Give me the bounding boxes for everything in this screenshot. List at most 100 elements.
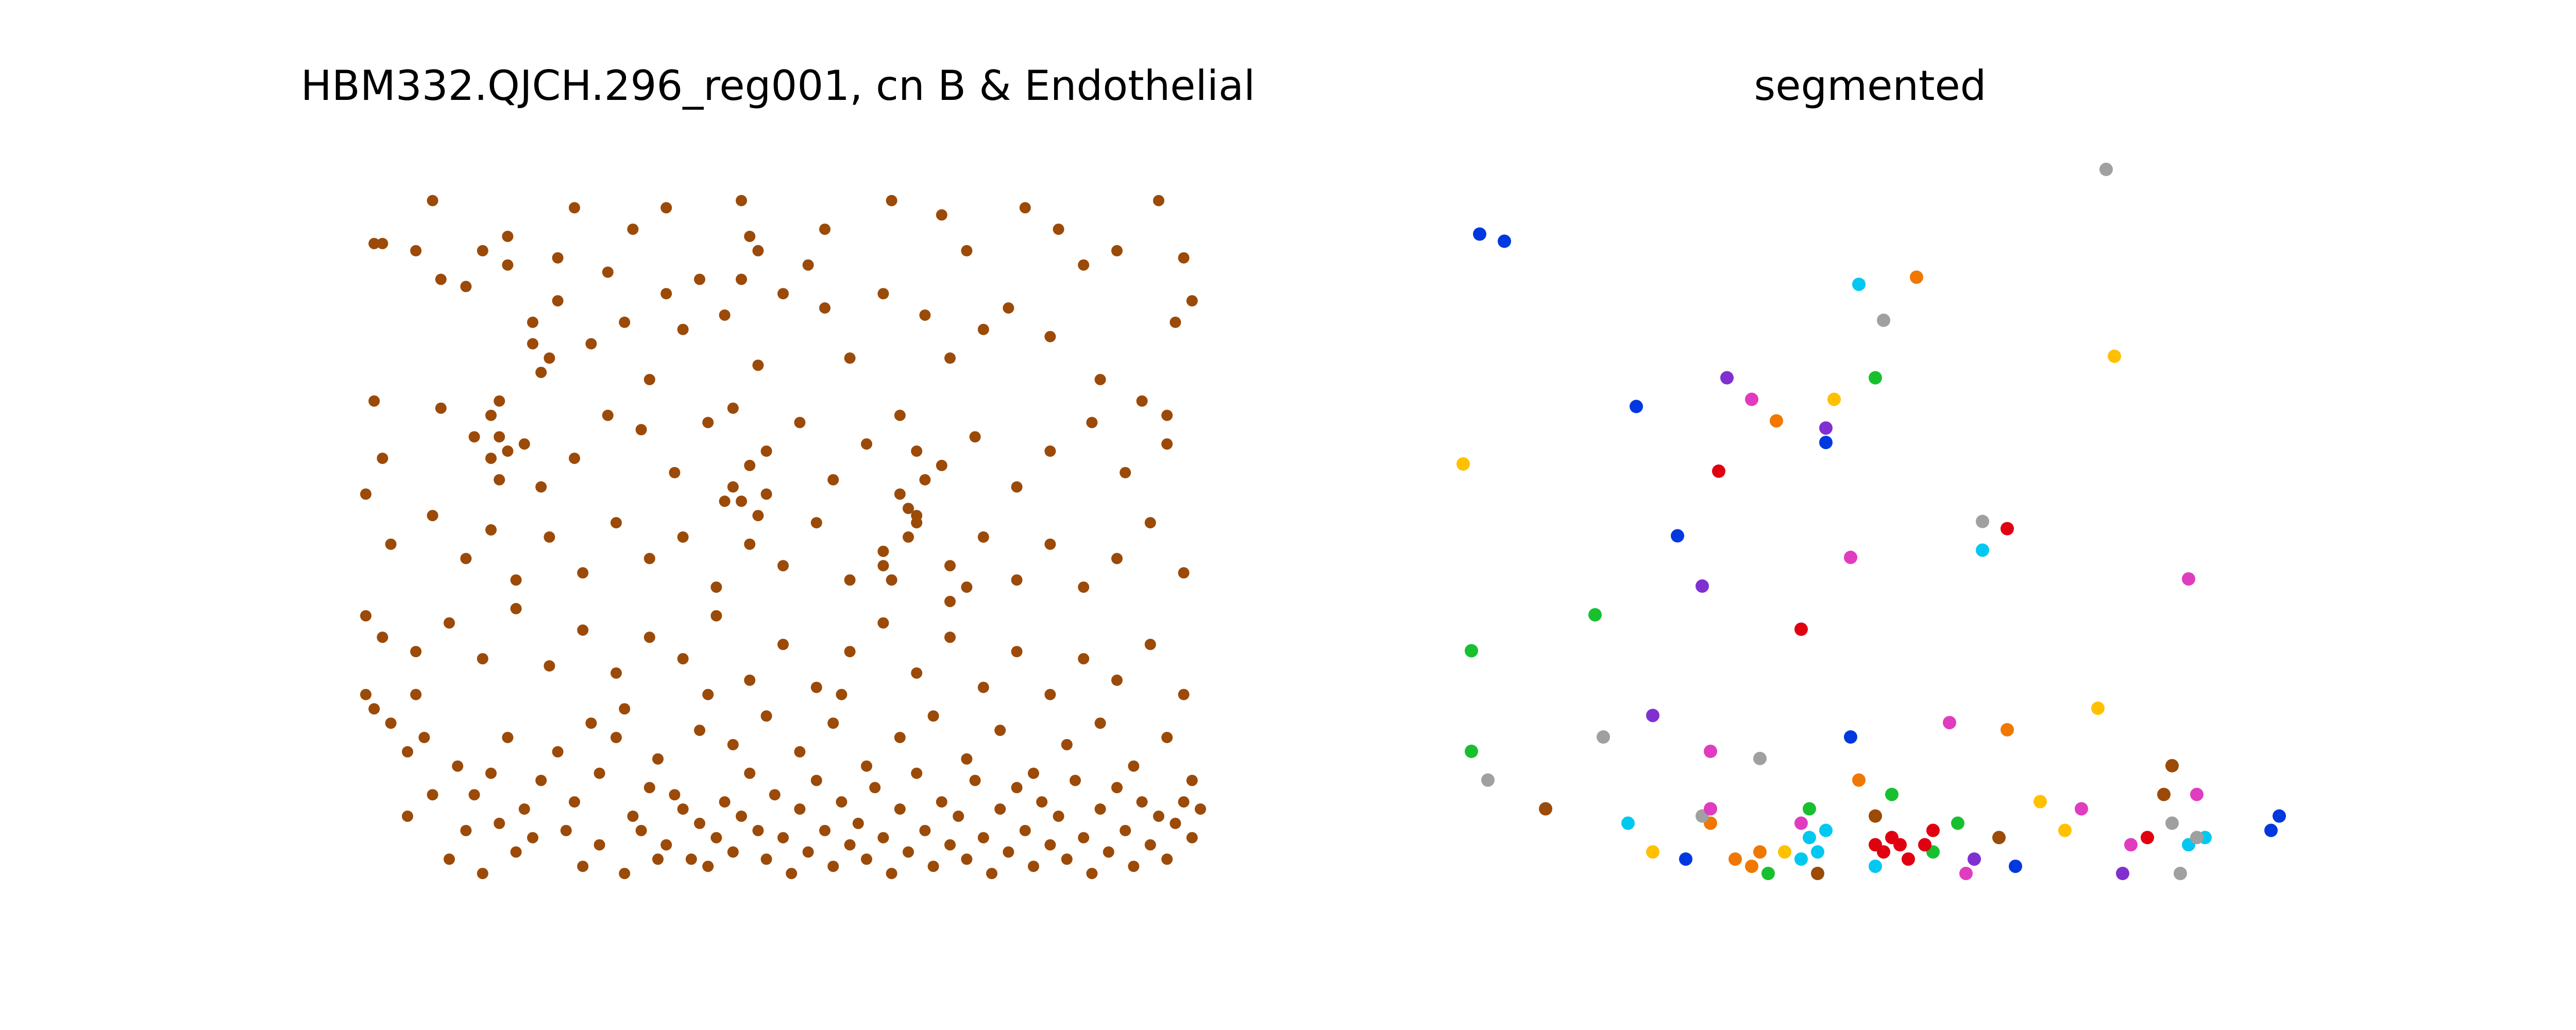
- scatter-point: [2182, 572, 2195, 586]
- scatter-point: [769, 789, 781, 801]
- scatter-point: [1671, 529, 1684, 543]
- scatter-point: [1011, 481, 1023, 493]
- scatter-point: [1720, 371, 1734, 385]
- scatter-point: [760, 445, 772, 457]
- scatter-point: [1877, 845, 1890, 859]
- scatter-point: [903, 846, 914, 858]
- scatter-point: [719, 796, 731, 808]
- scatter-point: [877, 832, 889, 844]
- scatter-point: [643, 631, 655, 643]
- scatter-point: [894, 803, 906, 815]
- scatter-point: [911, 445, 923, 457]
- scatter-point: [1003, 846, 1014, 858]
- scatter-point: [744, 538, 756, 550]
- scatter-point: [961, 581, 973, 593]
- scatter-point: [502, 445, 514, 457]
- scatter-point: [1178, 796, 1190, 808]
- scatter-point: [1044, 331, 1056, 342]
- scatter-point: [1844, 551, 1857, 564]
- scatter-point: [1170, 316, 1181, 328]
- scatter-point: [710, 832, 722, 844]
- scatter-point: [1869, 860, 1882, 873]
- scatter-point: [919, 309, 931, 321]
- scatter-point: [385, 717, 397, 729]
- scatter-point: [1120, 467, 1131, 478]
- scatter-point: [2124, 838, 2138, 852]
- scatter-point: [485, 452, 497, 464]
- scatter-point: [1761, 867, 1775, 880]
- scatter-point: [468, 431, 480, 443]
- scatter-point: [794, 746, 806, 758]
- scatter-point: [1869, 809, 1882, 823]
- scatter-point: [485, 524, 497, 536]
- scatter-point: [2001, 723, 2014, 736]
- scatter-point: [702, 689, 714, 700]
- scatter-point: [1186, 775, 1198, 786]
- scatter-point: [585, 338, 597, 350]
- scatter-point: [886, 195, 897, 207]
- scatter-point: [1926, 823, 1940, 837]
- chart-title-left: HBM332.QJCH.296_reg001, cn B & Endotheli…: [300, 62, 1256, 110]
- scatter-point: [1745, 860, 1758, 873]
- scatter-point: [635, 825, 647, 836]
- scatter-point: [1144, 517, 1156, 528]
- scatter-point: [477, 245, 488, 256]
- scatter-point: [1136, 395, 1148, 407]
- scatter-point: [1153, 810, 1164, 822]
- scatter-point: [777, 560, 789, 572]
- scatter-point: [1061, 739, 1073, 750]
- scatter-point: [360, 488, 371, 500]
- scatter-point: [510, 574, 522, 586]
- scatter-point: [427, 195, 438, 207]
- scatter-point: [869, 782, 881, 794]
- scatter-point: [635, 424, 647, 436]
- scatter-point: [1161, 732, 1173, 743]
- scatter-point: [611, 517, 622, 528]
- scatter-point: [1186, 295, 1198, 307]
- scatter-point: [368, 237, 380, 249]
- scatter-point: [502, 732, 514, 743]
- scatter-point: [694, 817, 705, 829]
- scatter-point: [510, 846, 522, 858]
- scatter-point: [810, 681, 822, 693]
- scatter-point: [569, 202, 580, 214]
- scatter-point: [1144, 839, 1156, 851]
- scatter-point: [1630, 400, 1643, 414]
- scatter-point: [1011, 782, 1023, 794]
- scatter-point: [444, 617, 455, 629]
- scatter-point: [368, 703, 380, 715]
- scatter-point: [619, 703, 631, 715]
- scatter-point: [1968, 852, 1981, 866]
- scatter-point: [1885, 787, 1899, 801]
- scatter-point: [544, 352, 555, 364]
- scatter-point: [694, 725, 705, 736]
- scatter-point: [894, 488, 906, 500]
- scatter-point: [827, 861, 839, 872]
- scatter-point: [594, 767, 605, 779]
- scatter-point: [377, 631, 388, 643]
- scatter-point: [1044, 689, 1056, 700]
- scatter-point: [944, 839, 956, 851]
- scatter-point: [1646, 709, 1659, 723]
- scatter-point: [844, 574, 856, 586]
- scatter-point: [518, 438, 530, 450]
- scatter-point: [427, 510, 438, 522]
- scatter-point: [977, 832, 989, 844]
- scatter-point: [2099, 162, 2113, 176]
- scatter-point: [1539, 802, 1552, 816]
- scatter-point: [702, 861, 714, 872]
- scatter-point: [777, 639, 789, 650]
- scatter-point: [477, 653, 488, 665]
- scatter-point: [1078, 581, 1090, 593]
- scatter-point: [1028, 767, 1039, 779]
- scatter-point: [836, 689, 848, 700]
- scatter-point: [786, 868, 798, 880]
- scatter-point: [643, 553, 655, 564]
- scatter-point: [1103, 846, 1114, 858]
- scatter-point: [611, 667, 622, 679]
- scatter-point: [1161, 438, 1173, 450]
- scatter-point: [669, 789, 681, 801]
- scatter-point: [936, 459, 947, 471]
- scatter-point: [643, 374, 655, 385]
- scatter-point: [1465, 744, 1478, 758]
